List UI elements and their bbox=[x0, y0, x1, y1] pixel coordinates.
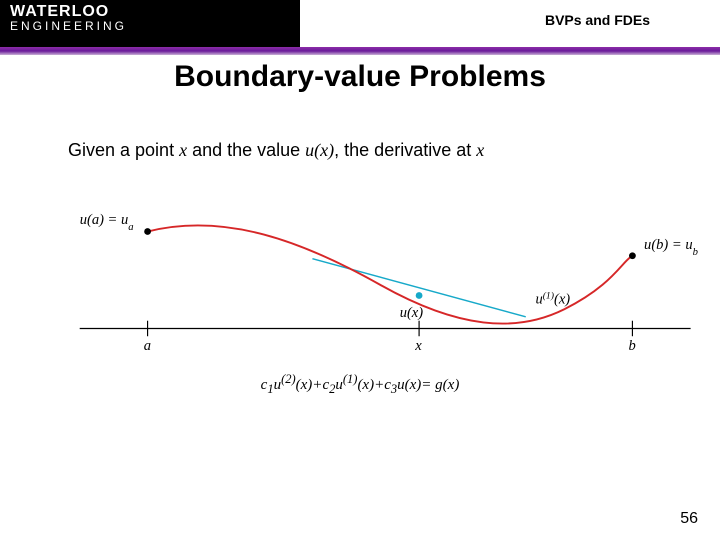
eq-xd: (x) bbox=[443, 377, 460, 393]
body-pre: Given a point bbox=[68, 140, 179, 160]
slide-number: 56 bbox=[680, 510, 698, 528]
endpoint-a-dot bbox=[144, 228, 151, 235]
body-u: u bbox=[305, 140, 314, 160]
eq-u3: u bbox=[397, 377, 405, 393]
logo: WATERLOO ENGINEERING bbox=[10, 4, 127, 32]
eq-g: g bbox=[435, 377, 443, 393]
solution-curve bbox=[148, 225, 633, 323]
midpoint-x-dot bbox=[416, 292, 423, 299]
body-sentence: Given a point x and the value u(x), the … bbox=[68, 140, 484, 161]
body-x1: x bbox=[179, 140, 187, 160]
header-bar: WATERLOO ENGINEERING BVPs and FDEs bbox=[0, 0, 720, 48]
logo-bottom: ENGINEERING bbox=[10, 20, 127, 32]
bvp-diagram: u(a) = ua u(b) = ub u(x) u(1)(x) a x b c… bbox=[70, 200, 650, 430]
eq-p2: (1) bbox=[343, 372, 358, 386]
body-xarg: (x) bbox=[314, 140, 334, 160]
ode-equation: c1u(2)(x)+c2u(1)(x)+c3u(x)= g(x) bbox=[70, 372, 650, 397]
eq-p1: (2) bbox=[281, 372, 296, 386]
axis-label-a: a bbox=[144, 338, 151, 354]
axis-label-x: x bbox=[414, 338, 422, 354]
topic-cutout bbox=[300, 0, 720, 48]
eq-u2: u bbox=[335, 377, 343, 393]
eq-xb: (x)+ bbox=[357, 377, 384, 393]
accent-band bbox=[0, 47, 720, 55]
endpoint-b-dot bbox=[629, 252, 636, 259]
eq-c3: c bbox=[384, 377, 391, 393]
page-title: Boundary-value Problems bbox=[0, 60, 720, 94]
body-x2: x bbox=[476, 140, 484, 160]
logo-top: WATERLOO bbox=[10, 4, 127, 20]
label-ua: u(a) = ua bbox=[80, 212, 134, 232]
label-ub: u(b) = ub bbox=[644, 237, 698, 258]
topic-label: BVPs and FDEs bbox=[545, 12, 650, 28]
eq-xa: (x)+ bbox=[296, 377, 323, 393]
body-post: , the derivative at bbox=[334, 140, 476, 160]
eq-u1: u bbox=[274, 377, 282, 393]
axis-label-b: b bbox=[629, 338, 636, 354]
label-ux: u(x) bbox=[400, 305, 424, 321]
diagram-svg: u(a) = ua u(b) = ub u(x) u(1)(x) a x b bbox=[70, 200, 710, 360]
body-mid: and the value bbox=[187, 140, 305, 160]
label-u1: u(1)(x) bbox=[535, 290, 570, 308]
eq-xc: (x)= bbox=[405, 377, 436, 393]
